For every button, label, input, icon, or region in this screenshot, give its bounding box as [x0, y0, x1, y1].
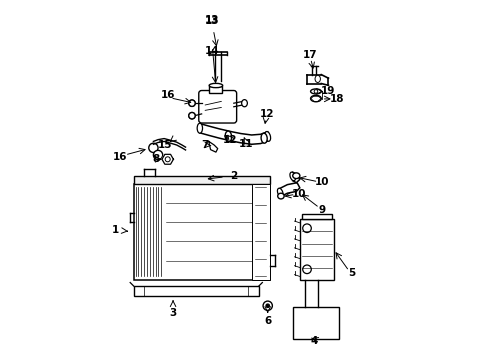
Circle shape — [263, 301, 272, 310]
Polygon shape — [208, 141, 217, 152]
Text: 14: 14 — [204, 46, 219, 56]
Text: 5: 5 — [347, 268, 355, 278]
Polygon shape — [162, 154, 173, 164]
Text: 12: 12 — [259, 109, 273, 119]
Circle shape — [188, 100, 195, 107]
Ellipse shape — [310, 95, 321, 102]
Text: 10: 10 — [314, 177, 329, 187]
Text: 12: 12 — [223, 135, 237, 145]
Circle shape — [188, 100, 195, 107]
Text: 8: 8 — [152, 154, 159, 164]
Ellipse shape — [261, 133, 266, 143]
Ellipse shape — [225, 131, 231, 142]
Text: 17: 17 — [303, 50, 317, 60]
Bar — [301, 214, 331, 219]
Bar — [209, 86, 222, 93]
Text: 9: 9 — [318, 205, 325, 215]
Text: 4: 4 — [310, 337, 317, 346]
FancyBboxPatch shape — [299, 219, 333, 280]
Text: 16: 16 — [160, 90, 175, 100]
Text: 11: 11 — [239, 139, 253, 149]
Ellipse shape — [197, 123, 202, 133]
Circle shape — [165, 157, 170, 162]
Text: 15: 15 — [158, 140, 172, 150]
Text: 6: 6 — [264, 316, 271, 326]
Circle shape — [153, 150, 163, 159]
Bar — [292, 307, 339, 339]
Circle shape — [313, 90, 317, 93]
Ellipse shape — [277, 193, 284, 199]
Circle shape — [302, 224, 311, 233]
Ellipse shape — [289, 172, 295, 181]
Text: 2: 2 — [230, 171, 237, 181]
Text: 3: 3 — [169, 308, 176, 318]
Bar — [134, 176, 269, 184]
Ellipse shape — [264, 131, 270, 141]
Ellipse shape — [277, 188, 283, 197]
Ellipse shape — [241, 100, 247, 107]
Text: 13: 13 — [204, 16, 219, 26]
Text: 16: 16 — [113, 152, 127, 162]
Text: 13: 13 — [204, 15, 219, 25]
Circle shape — [188, 112, 195, 119]
FancyBboxPatch shape — [198, 90, 236, 123]
Ellipse shape — [310, 89, 321, 94]
Ellipse shape — [314, 75, 320, 82]
Circle shape — [265, 304, 269, 307]
Ellipse shape — [292, 173, 299, 179]
Text: 10: 10 — [291, 189, 306, 199]
Bar — [251, 184, 269, 280]
Text: 7: 7 — [201, 140, 208, 150]
Bar — [134, 286, 258, 296]
Circle shape — [188, 112, 195, 119]
Text: 19: 19 — [321, 86, 335, 96]
Text: 1: 1 — [112, 225, 119, 235]
Circle shape — [302, 265, 311, 274]
Ellipse shape — [209, 84, 222, 87]
Text: 18: 18 — [329, 94, 344, 104]
Bar — [134, 184, 269, 280]
Circle shape — [148, 143, 158, 153]
